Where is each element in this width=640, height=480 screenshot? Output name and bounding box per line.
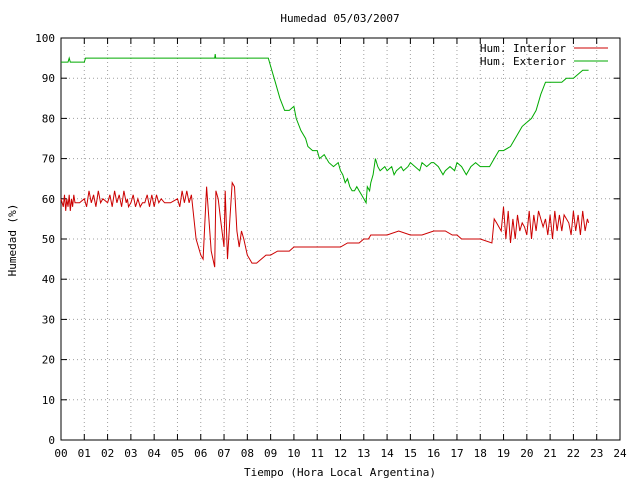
legend-label-hum-interior: Hum. Interior: [480, 42, 566, 55]
y-tick-label: 100: [35, 32, 55, 45]
x-tick-label: 07: [217, 447, 230, 460]
x-tick-label: 12: [334, 447, 347, 460]
y-tick-label: 60: [42, 193, 55, 206]
y-tick-label: 50: [42, 233, 55, 246]
x-tick-label: 02: [101, 447, 114, 460]
chart-title: Humedad 05/03/2007: [280, 12, 399, 25]
x-axis-ticks: 00 01 02 03 04 05 06 07 08 09 10 11 12 13 14 15 16 17 18 19…: [54, 38, 627, 460]
x-tick-label: 03: [124, 447, 137, 460]
x-tick-label: 13: [357, 447, 370, 460]
x-tick-label: 11: [311, 447, 324, 460]
y-tick-label: 30: [42, 313, 55, 326]
x-tick-label: 22: [567, 447, 580, 460]
x-tick-label: 17: [450, 447, 463, 460]
x-tick-label: 23: [590, 447, 603, 460]
grid-lines: [61, 38, 620, 440]
x-tick-label: 10: [287, 447, 300, 460]
x-tick-label: 09: [264, 447, 277, 460]
x-tick-label: 00: [54, 447, 67, 460]
x-tick-label: 21: [544, 447, 557, 460]
x-tick-label: 08: [241, 447, 254, 460]
legend-label-hum-exterior: Hum. Exterior: [480, 55, 566, 68]
series-line-hum-exterior: [61, 54, 589, 205]
x-tick-label: 04: [148, 447, 162, 460]
series-layer: [60, 54, 590, 268]
y-tick-label: 90: [42, 72, 55, 85]
x-tick-label: 01: [78, 447, 91, 460]
y-tick-label: 0: [48, 434, 55, 447]
series-line-hum-interior: [60, 181, 590, 268]
y-axis-ticks: 0 10 20 30 40 50 60 70 80 90 100: [35, 32, 620, 447]
x-tick-label: 06: [194, 447, 207, 460]
y-tick-label: 80: [42, 112, 55, 125]
y-tick-label: 20: [42, 354, 55, 367]
x-tick-label: 15: [404, 447, 417, 460]
y-tick-label: 10: [42, 394, 55, 407]
x-tick-label: 19: [497, 447, 510, 460]
x-axis-label: Tiempo (Hora Local Argentina): [244, 466, 436, 479]
y-tick-label: 40: [42, 273, 55, 286]
x-tick-label: 16: [427, 447, 440, 460]
x-tick-label: 20: [520, 447, 533, 460]
x-tick-label: 14: [380, 447, 394, 460]
x-tick-label: 24: [613, 447, 627, 460]
y-tick-label: 70: [42, 153, 55, 166]
x-tick-label: 05: [171, 447, 184, 460]
y-axis-label: Humedad (%): [6, 204, 19, 277]
x-tick-label: 18: [474, 447, 487, 460]
